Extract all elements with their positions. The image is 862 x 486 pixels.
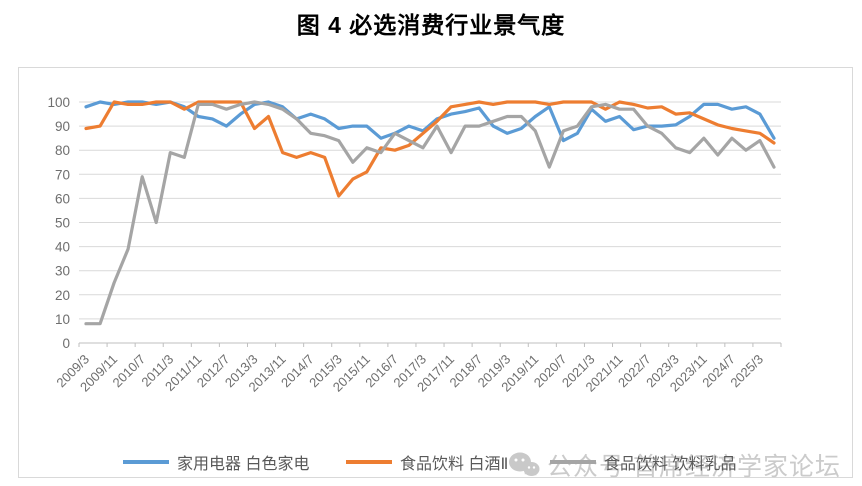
plot-svg: 01020304050607080901002009/32009/112010/… — [47, 95, 782, 395]
y-tick-label: 90 — [55, 119, 70, 134]
chart-area: 0 10 20 30 40 50 60 70 80 90 100 2009/3 2009/11 2010/… — [18, 67, 853, 481]
y-tick-label: 40 — [55, 240, 70, 255]
y-tick-label: 80 — [55, 143, 70, 158]
y-tick-label: 70 — [55, 167, 70, 182]
y-tick-label: 10 — [55, 312, 70, 327]
y-tick-label: 0 — [62, 336, 70, 351]
watermark-text: 公众号 首席经济学家论坛 — [547, 453, 841, 481]
series-line-1 — [84, 100, 776, 198]
y-tick-label: 100 — [47, 95, 70, 110]
legend-label: 家用电器 白色家电 — [177, 456, 310, 473]
legend-item-drinks-dairy: 食品饮料 饮料乳品 — [550, 451, 736, 473]
series-line-2 — [84, 100, 776, 326]
legend-item-baijiu: 食品饮料 白酒Ⅱ — [346, 451, 508, 473]
legend-label: 食品饮料 饮料乳品 — [604, 456, 737, 473]
legend-label: 食品饮料 白酒Ⅱ — [400, 456, 509, 473]
y-tick-label: 60 — [55, 191, 70, 206]
y-tick-label: 20 — [55, 288, 70, 303]
wechat-icon — [509, 452, 540, 476]
series-line-0 — [84, 100, 776, 143]
y-tick-label: 50 — [55, 216, 70, 231]
legend-swatch-blue — [123, 460, 169, 464]
legend-swatch-gray — [550, 460, 596, 464]
legend-item-white-appliances: 家用电器 白色家电 — [123, 451, 309, 473]
chart-title: 图 4 必选消费行业景气度 — [296, 12, 566, 38]
legend: 家用电器 白色家电 食品饮料 白酒Ⅱ 食品饮料 饮料乳品 — [19, 451, 852, 475]
watermark: 公众号 首席经济学家论坛 — [507, 449, 841, 481]
legend-swatch-orange — [346, 460, 392, 464]
y-tick-label: 30 — [55, 264, 70, 279]
